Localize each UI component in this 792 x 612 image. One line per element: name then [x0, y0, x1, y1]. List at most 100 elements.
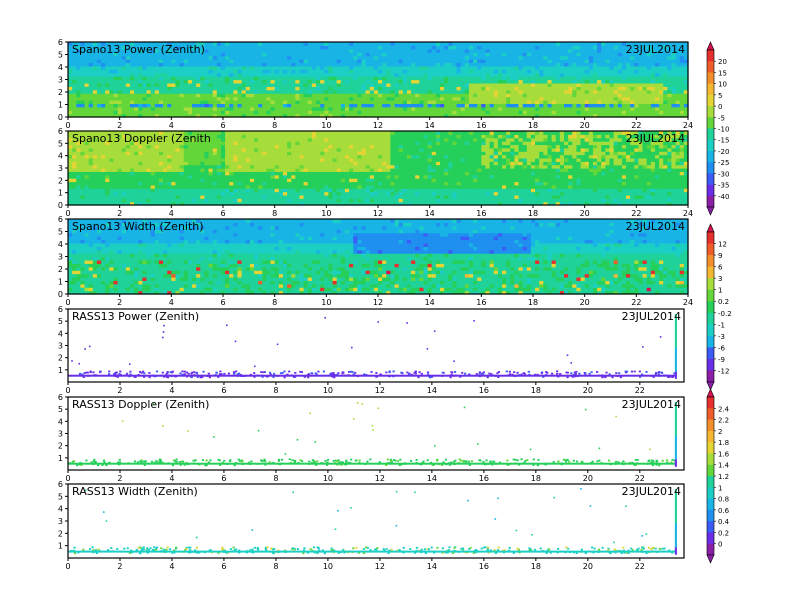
heatmap-cell	[216, 82, 222, 87]
heatmap-cell	[212, 72, 218, 77]
heatmap-cell	[564, 69, 569, 74]
heatmap-cell	[200, 79, 205, 84]
heatmap-cell	[634, 110, 639, 115]
heatmap-cell	[592, 93, 598, 98]
heatmap-cell	[477, 99, 482, 104]
heatmap-cell	[646, 103, 652, 108]
heatmap-cell	[390, 69, 396, 74]
heatmap-cell	[667, 188, 673, 193]
heatmap-cell	[452, 62, 458, 67]
heatmap-cell	[241, 168, 247, 172]
heatmap-cell	[564, 178, 569, 183]
heatmap-cell	[667, 52, 673, 57]
heatmap-cell	[311, 171, 317, 176]
heatmap-cell	[671, 110, 677, 115]
heatmap-cell	[134, 55, 139, 60]
heatmap-cell	[266, 93, 272, 98]
heatmap-cell	[584, 184, 590, 189]
heatmap-cell	[502, 99, 507, 104]
heatmap-cell	[113, 191, 119, 196]
heatmap-cell	[68, 82, 73, 87]
heatmap-cell	[588, 93, 594, 98]
heatmap-cell	[419, 184, 425, 189]
heatmap-cell	[307, 86, 313, 91]
heatmap-cell	[526, 110, 532, 115]
heatmap-cell	[626, 188, 631, 193]
heatmap-cell	[402, 194, 408, 199]
heatmap-cell	[601, 45, 606, 50]
heatmap-cell	[654, 99, 660, 104]
heatmap-cell	[105, 76, 110, 81]
heatmap-cell	[502, 188, 507, 193]
heatmap-cell	[526, 184, 532, 189]
heatmap-cell	[435, 194, 441, 199]
heatmap-cell	[551, 194, 557, 199]
heatmap-cell	[576, 113, 582, 118]
heatmap-cell	[448, 72, 453, 77]
heatmap-cell	[167, 55, 172, 60]
heatmap-cell	[464, 99, 470, 104]
heatmap-cell	[444, 99, 449, 104]
heatmap-cell	[216, 106, 222, 111]
heatmap-cell	[592, 168, 598, 172]
heatmap-cell	[171, 184, 177, 189]
heatmap-cell	[353, 184, 358, 189]
heatmap-cell	[597, 201, 602, 206]
heatmap-cell	[431, 171, 437, 176]
heatmap-cell	[134, 191, 139, 196]
heatmap-cell	[502, 106, 507, 111]
heatmap-cell	[88, 184, 94, 189]
heatmap-cell	[551, 65, 557, 70]
heatmap-cell	[530, 93, 536, 98]
heatmap-cell	[361, 82, 367, 87]
heatmap-cell	[208, 93, 214, 98]
heatmap-cell	[535, 171, 540, 176]
heatmap-cell	[142, 178, 148, 183]
heatmap-cell	[68, 168, 73, 172]
heatmap-cell	[423, 89, 429, 94]
heatmap-cell	[146, 62, 152, 67]
heatmap-cell	[502, 181, 507, 186]
heatmap-cell	[324, 113, 329, 118]
heatmap-cell	[216, 93, 222, 98]
heatmap-cell	[406, 55, 412, 60]
heatmap-cell	[258, 184, 263, 189]
heatmap-cell	[373, 178, 379, 183]
heatmap-cell	[382, 96, 387, 101]
heatmap-cell	[158, 198, 164, 203]
heatmap-cell	[423, 86, 429, 91]
heatmap-cell	[547, 62, 553, 67]
heatmap-cell	[460, 171, 466, 176]
heatmap-cell	[68, 89, 73, 94]
heatmap-cell	[592, 99, 598, 104]
heatmap-cell	[415, 191, 420, 196]
heatmap-cell	[241, 89, 247, 94]
heatmap-cell	[158, 42, 164, 47]
heatmap-cell	[638, 82, 644, 87]
heatmap-cell	[419, 99, 425, 104]
heatmap-cell	[291, 65, 296, 70]
heatmap-cell	[638, 103, 644, 108]
heatmap-cell	[489, 52, 495, 57]
heatmap-cell	[311, 82, 317, 87]
heatmap-cell	[249, 72, 255, 77]
heatmap-cell	[584, 110, 590, 115]
heatmap-cell	[68, 45, 73, 50]
heatmap-cell	[485, 96, 491, 101]
heatmap-cell	[440, 55, 445, 60]
heatmap-cell	[398, 110, 404, 115]
heatmap-cell	[287, 194, 292, 199]
heatmap-cell	[402, 99, 408, 104]
heatmap-cell	[468, 72, 474, 77]
heatmap-cell	[617, 96, 623, 101]
heatmap-cell	[663, 65, 668, 70]
heatmap-cell	[510, 168, 515, 172]
heatmap-cell	[237, 72, 243, 77]
heatmap-cell	[485, 110, 491, 115]
heatmap-cell	[659, 82, 664, 87]
heatmap-cell	[233, 55, 239, 60]
heatmap-cell	[220, 45, 226, 50]
heatmap-cell	[671, 62, 677, 67]
heatmap-cell	[154, 82, 160, 87]
heatmap-cell	[125, 52, 131, 57]
